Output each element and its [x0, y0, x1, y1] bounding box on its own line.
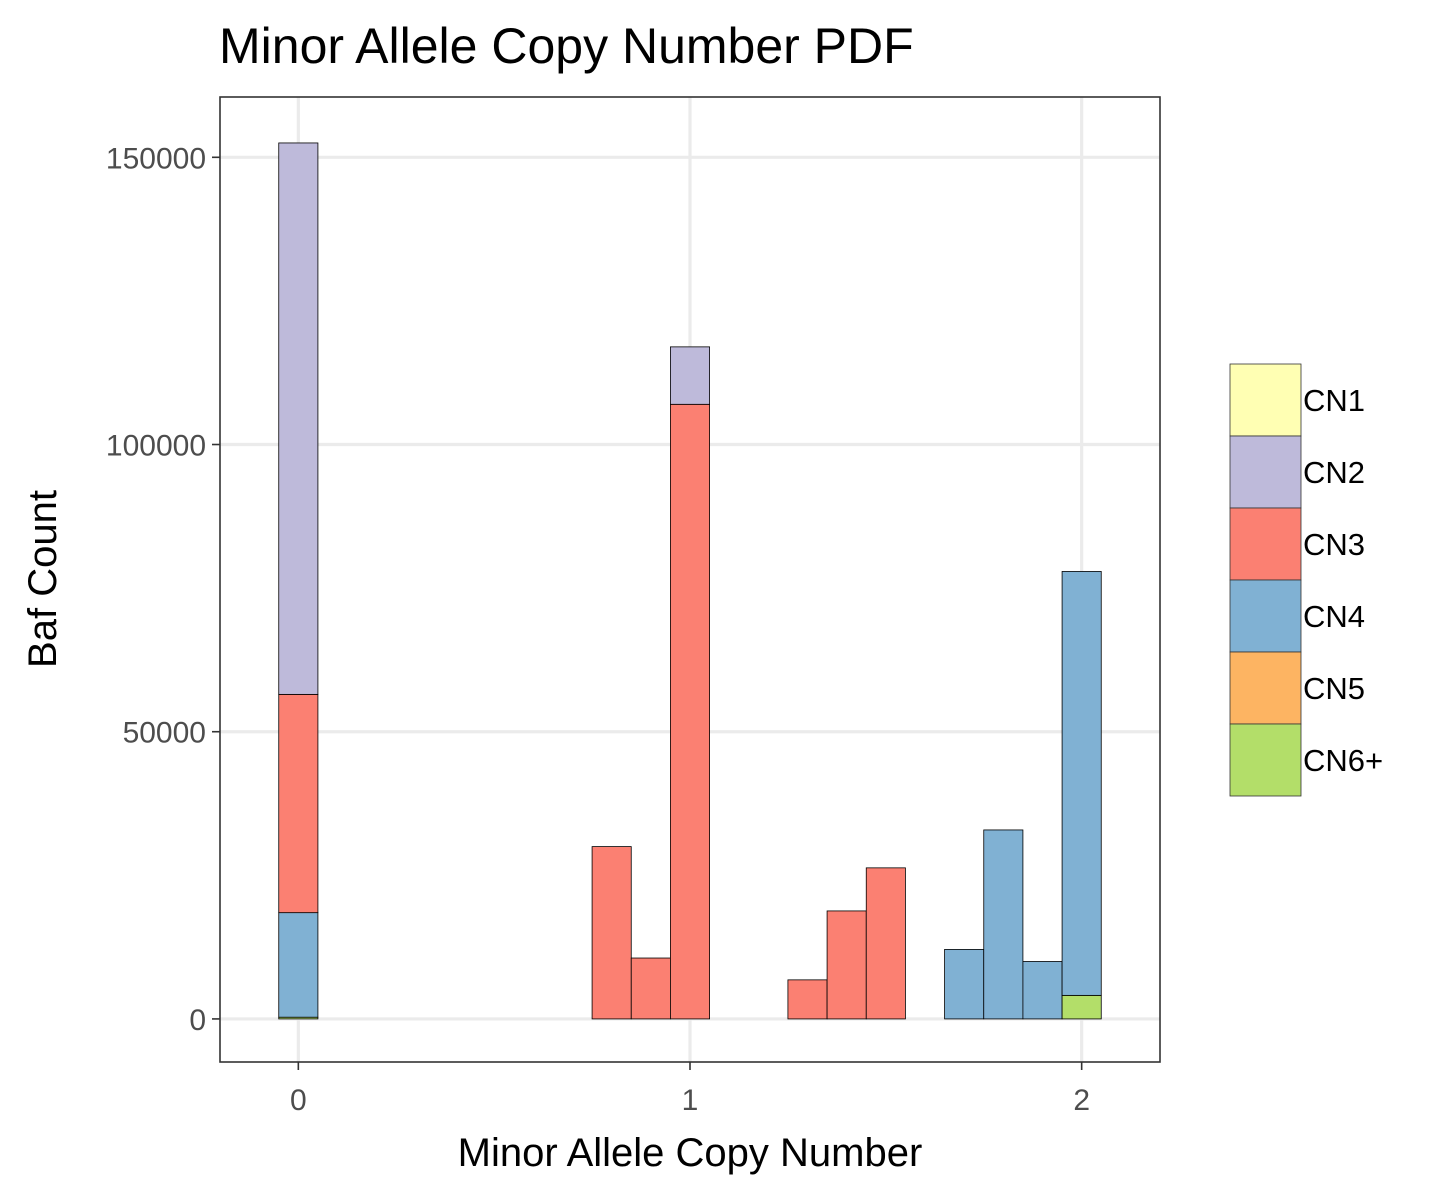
legend-key-cn1 [1229, 363, 1302, 437]
legend-key-cn4 [1229, 579, 1302, 653]
legend-label-cn4: CN4 [1303, 599, 1365, 634]
bar-cn6plus-bin-20 [1061, 994, 1102, 1020]
x-tick-label-2: 2 [1073, 1084, 1090, 1117]
y-tick-label-1: 50000 [123, 717, 206, 750]
bars [278, 142, 1102, 1020]
y-axis-ticks: 0 50000 100000 150000 [106, 142, 220, 1037]
bar-cn3-bin-9 [630, 957, 671, 1020]
legend-key-cn5 [1229, 651, 1302, 725]
legend-key-cn6plus [1229, 723, 1302, 797]
y-axis-title: Baf Count [21, 490, 65, 668]
y-tick-label-2: 100000 [106, 430, 206, 463]
x-axis-ticks: 0 1 2 [290, 1062, 1090, 1117]
bar-cn2-bin-10 [670, 346, 710, 405]
bar-cn4-bin-0 [278, 912, 319, 1018]
bar-cn2-bin-0 [278, 142, 319, 695]
legend-label-cn3: CN3 [1303, 527, 1365, 562]
bar-cn3-bin-10 [670, 403, 710, 1020]
legend-label-cn2: CN2 [1303, 455, 1365, 490]
legend-key-cn2 [1229, 435, 1302, 509]
x-tick-label-0: 0 [290, 1084, 307, 1117]
y-tick-label-3: 150000 [106, 142, 206, 175]
legend-label-cn1: CN1 [1303, 383, 1365, 418]
legend-key-cn3 [1229, 507, 1302, 581]
bar-cn4-bin-19 [1022, 961, 1063, 1020]
bar-cn3-bin-13 [787, 979, 828, 1020]
bar-cn3-bin-14 [826, 910, 867, 1020]
x-tick-label-1: 1 [682, 1084, 699, 1117]
legend-label-cn5: CN5 [1303, 671, 1365, 706]
chart-title: Minor Allele Copy Number PDF [219, 18, 914, 74]
bar-cn4-bin-18 [983, 829, 1024, 1020]
legend: CN1 CN2 CN3 CN4 CN5 CN6+ [1229, 363, 1383, 797]
bar-cn4-bin-20 [1061, 571, 1102, 996]
y-tick-label-0: 0 [189, 1004, 206, 1037]
bar-cn3-bin-0 [278, 693, 319, 914]
bar-cn4-bin-17 [944, 949, 985, 1020]
bar-cn3-bin-15 [865, 867, 906, 1020]
bar-cn3-bin-8 [591, 846, 632, 1020]
legend-label-cn6plus: CN6+ [1303, 743, 1383, 778]
x-axis-title: Minor Allele Copy Number [458, 1131, 923, 1175]
